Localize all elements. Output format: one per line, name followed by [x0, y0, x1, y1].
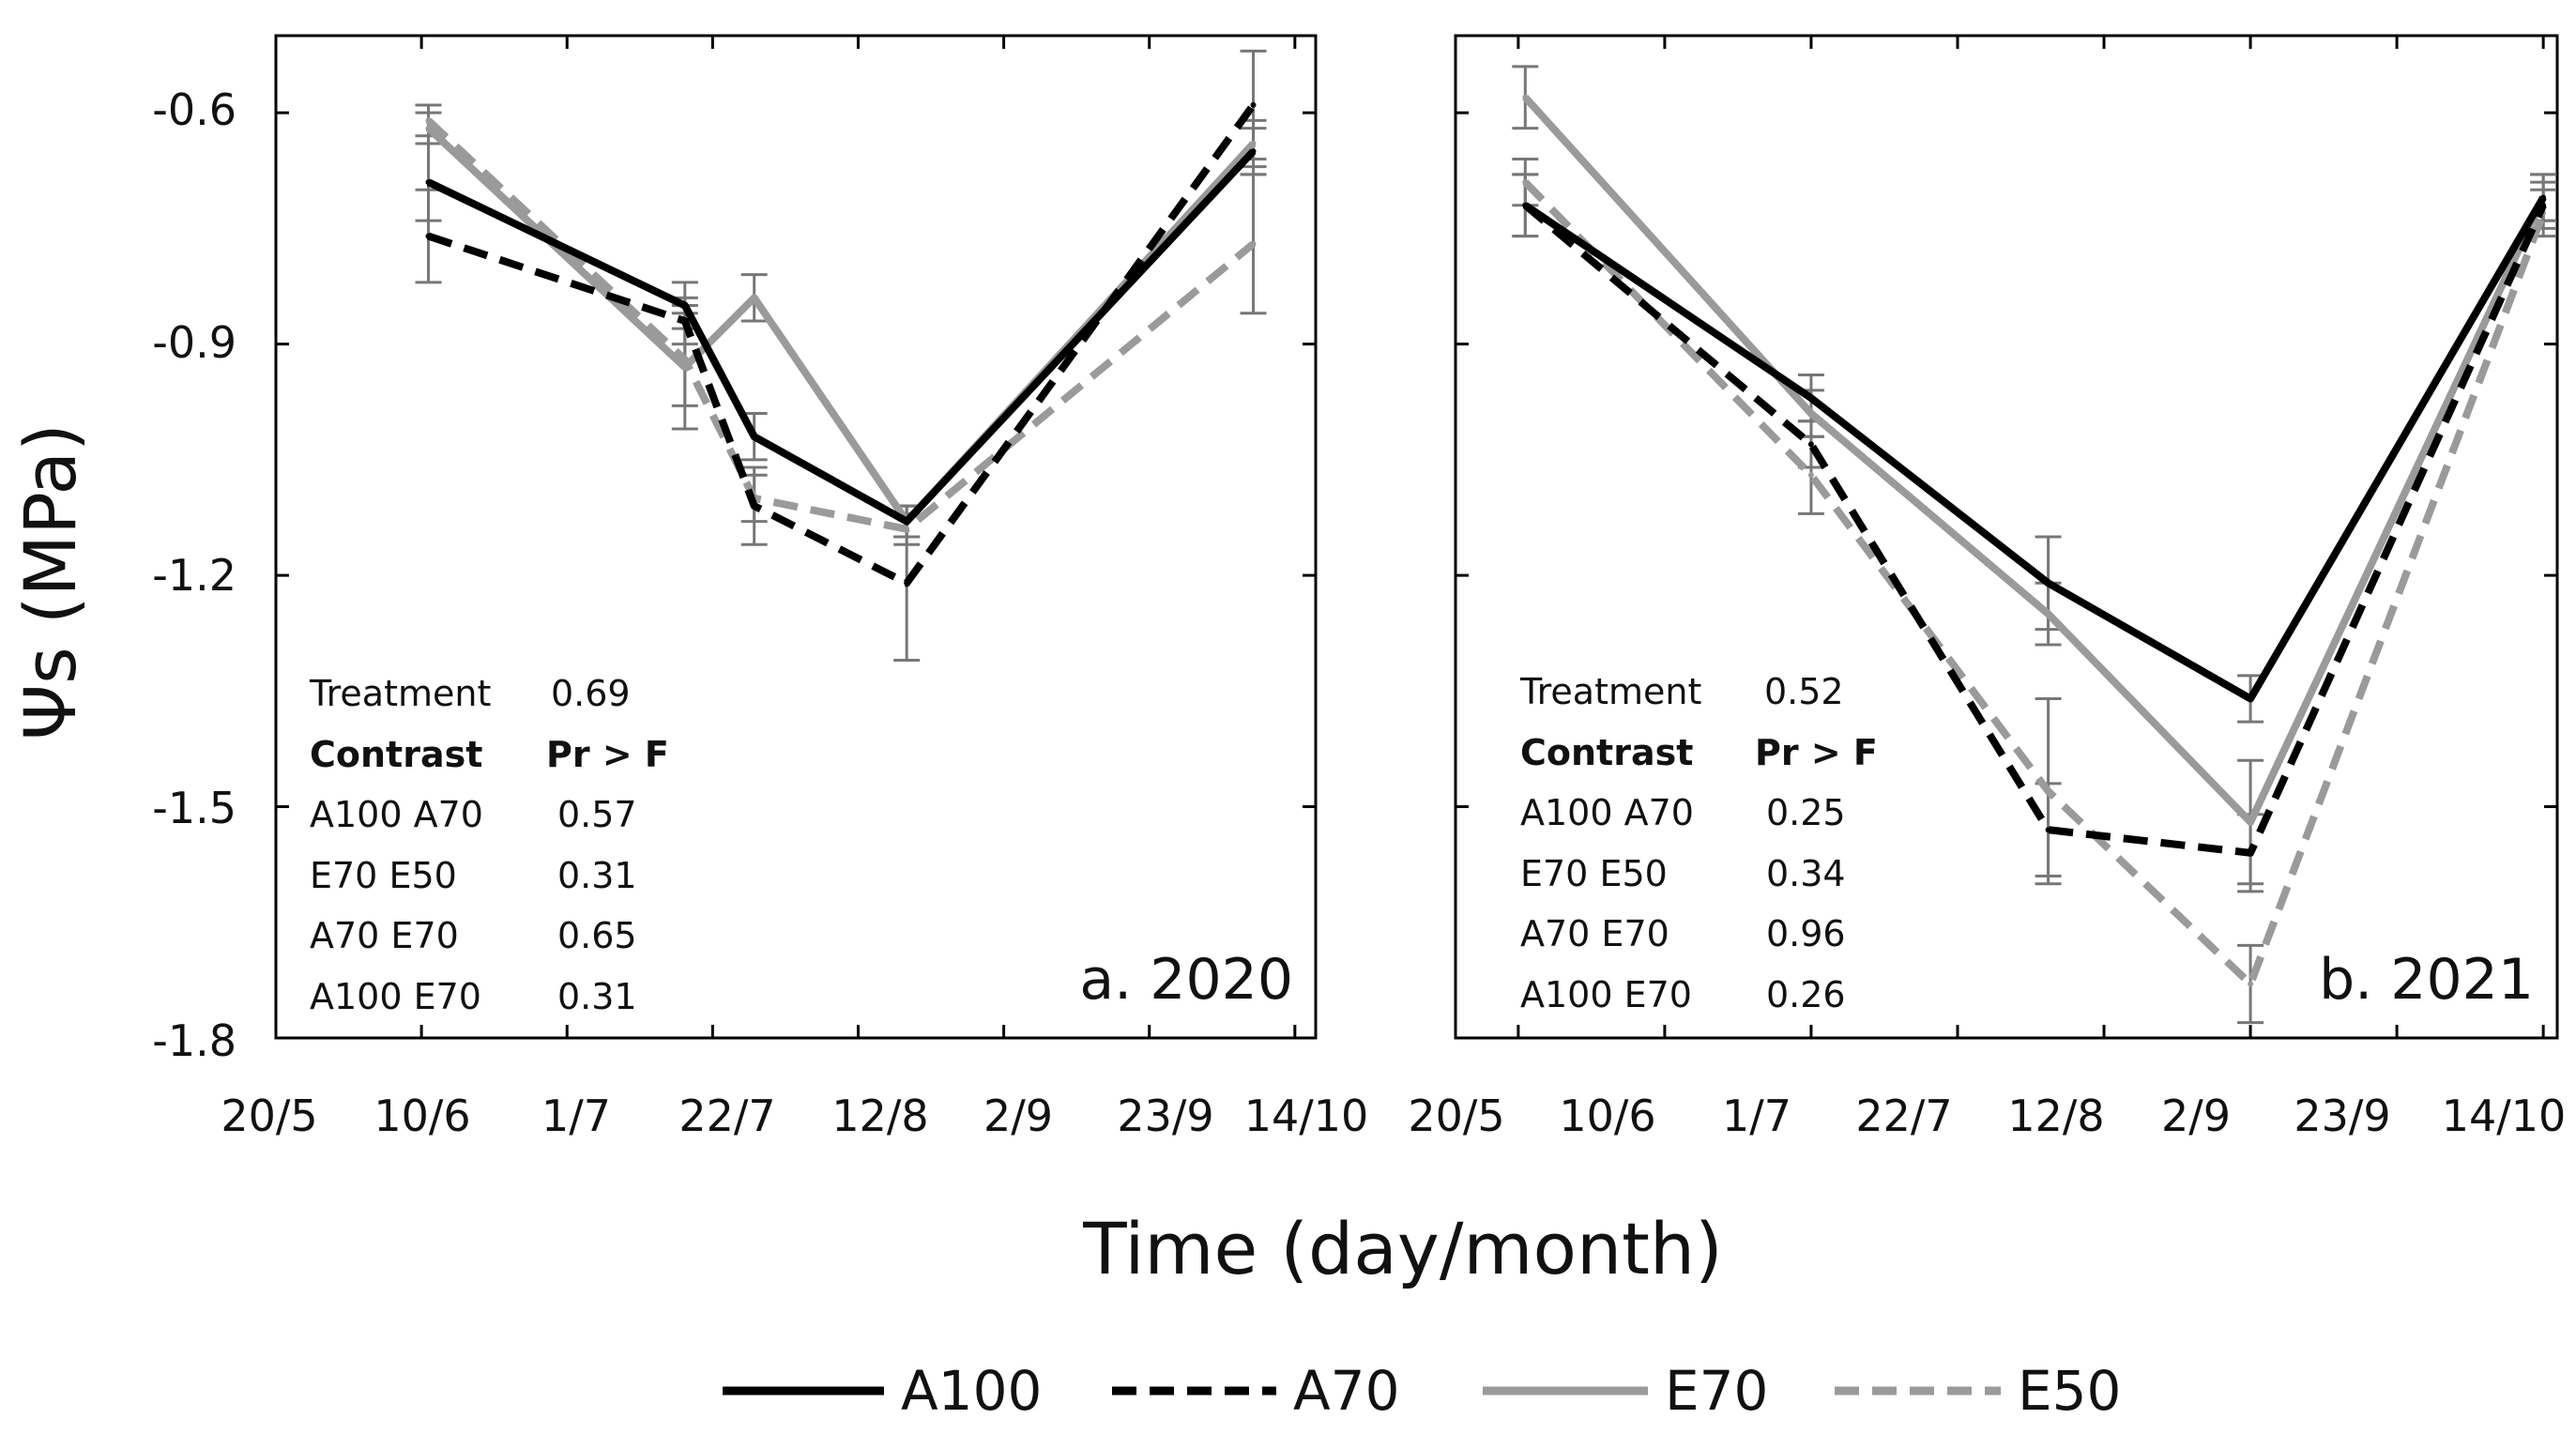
- data-point-a70: [904, 580, 910, 587]
- data-point-e50: [1250, 240, 1257, 247]
- series-line-a70: [1522, 202, 2547, 857]
- legend-label-e50: E50: [2018, 1359, 2121, 1423]
- data-point-e50: [1522, 179, 1529, 186]
- contrast-p: 0.34: [1766, 853, 1846, 894]
- panel-a-plot: [274, 36, 1316, 1040]
- data-point-e70: [2248, 819, 2254, 825]
- data-point-a70: [2248, 849, 2254, 856]
- contrast-name: A100 E70: [310, 976, 481, 1017]
- y-tick-label: -1.2: [152, 550, 236, 601]
- y-tick-label: -0.6: [152, 84, 236, 135]
- contrast-name: A100 A70: [1520, 792, 1694, 833]
- legend-label-a100: A100: [901, 1359, 1042, 1423]
- contrast-p: 0.57: [557, 794, 637, 835]
- treatment-label: Treatment: [309, 673, 491, 714]
- data-point-e50: [2248, 981, 2254, 987]
- x-tick-label: 20/5: [221, 1091, 317, 1141]
- y-tick-label: -1.8: [152, 1015, 236, 1066]
- panel-b-stats: Treatment 0.52 Contrast Pr > F A100 A70 …: [1519, 671, 1878, 1015]
- x-tick-label: 1/7: [541, 1091, 611, 1141]
- contrast-name: E70 E50: [1520, 853, 1668, 894]
- data-point-a70: [1250, 101, 1257, 108]
- x-tick-label: 12/8: [831, 1091, 928, 1141]
- panel-b-x-tick-labels: 20/5 10/6 1/7 22/7 12/8 2/9 23/9 14/10: [1408, 1091, 2566, 1141]
- legend-label-e70: E70: [1665, 1359, 1768, 1423]
- data-point-a100: [751, 434, 757, 440]
- data-point-a100: [1250, 148, 1257, 155]
- y-tick-labels: -0.6 -0.9 -1.2 -1.5 -1.8: [152, 84, 236, 1066]
- contrast-header: Contrast: [1520, 732, 1693, 773]
- data-point-a100: [2045, 580, 2051, 587]
- x-tick-label: 2/9: [2161, 1091, 2231, 1141]
- contrast-name: A100 E70: [1520, 974, 1692, 1015]
- x-tick-label: 23/9: [2294, 1091, 2390, 1141]
- panel-a-label: a. 2020: [1079, 947, 1293, 1013]
- x-tick-label: 14/10: [2442, 1091, 2567, 1141]
- x-tick-label: 20/5: [1408, 1091, 1504, 1141]
- treatment-label: Treatment: [1519, 671, 1701, 712]
- x-tick-label: 22/7: [1855, 1091, 1952, 1141]
- data-point-e70: [1522, 94, 1529, 100]
- contrast-name: E70 E50: [310, 855, 457, 896]
- panel-b-label: b. 2021: [2319, 947, 2534, 1013]
- data-point-a70: [2045, 827, 2051, 833]
- x-axis-title: Time (day/month): [1082, 1207, 1723, 1290]
- data-point-a100: [2248, 695, 2254, 702]
- data-point-a70: [1807, 441, 1814, 448]
- data-point-e50: [425, 117, 432, 124]
- x-tick-label: 22/7: [678, 1091, 775, 1141]
- contrast-p: 0.31: [557, 976, 637, 1017]
- data-point-e70: [1807, 410, 1814, 417]
- panel-a-stats: Treatment 0.69 Contrast Pr > F A100 A70 …: [309, 673, 669, 1017]
- panel-a-x-tick-labels: 20/5 10/6 1/7 22/7 12/8 2/9 23/9 14/10: [221, 1091, 1368, 1141]
- data-point-a70: [681, 318, 688, 324]
- x-tick-label: 2/9: [983, 1091, 1053, 1141]
- panel-b-frame: [1454, 34, 2559, 1040]
- data-point-a100: [1522, 202, 1529, 208]
- contrast-name: A70 E70: [1520, 913, 1669, 954]
- data-point-a70: [751, 503, 757, 510]
- data-point-a100: [2540, 194, 2547, 201]
- data-point-e70: [2045, 611, 2051, 618]
- data-point-e70: [425, 125, 432, 131]
- treatment-p-value: 0.69: [551, 673, 631, 714]
- x-tick-label: 12/8: [2007, 1091, 2104, 1141]
- contrast-name: A100 A70: [310, 794, 483, 835]
- legend: A100 A70 E70 E50: [723, 1359, 2121, 1423]
- data-point-e50: [2045, 788, 2051, 795]
- data-point-a100: [1807, 395, 1814, 402]
- x-tick-label: 23/9: [1117, 1091, 1213, 1141]
- panel-a-frame: [274, 34, 1318, 1040]
- contrast-p: 0.31: [557, 855, 637, 896]
- data-point-e70: [751, 295, 757, 301]
- panel-b-plot: [1456, 36, 2557, 1040]
- contrast-p: 0.26: [1766, 974, 1846, 1015]
- treatment-p-value: 0.52: [1764, 671, 1844, 712]
- x-tick-label: 10/6: [373, 1091, 470, 1141]
- x-tick-label: 14/10: [1244, 1091, 1369, 1141]
- data-point-a70: [425, 233, 432, 239]
- data-point-a100: [681, 302, 688, 309]
- p-header: Pr > F: [546, 734, 669, 775]
- data-point-a100: [904, 518, 910, 525]
- x-tick-label: 1/7: [1722, 1091, 1791, 1141]
- p-header: Pr > F: [1755, 732, 1878, 773]
- y-tick-label: -0.9: [152, 317, 236, 368]
- data-point-e50: [1807, 472, 1814, 479]
- data-point-a100: [425, 179, 432, 186]
- data-point-e70: [681, 364, 688, 371]
- legend-label-a70: A70: [1293, 1359, 1399, 1423]
- contrast-header: Contrast: [310, 734, 482, 775]
- y-tick-label: -1.5: [152, 783, 236, 833]
- y-axis-title: Ψs (MPa): [8, 423, 92, 740]
- data-point-e70: [1250, 141, 1257, 146]
- contrast-p: 0.65: [557, 915, 637, 956]
- contrast-p: 0.96: [1766, 913, 1846, 954]
- contrast-p: 0.25: [1766, 792, 1846, 833]
- x-tick-label: 10/6: [1559, 1091, 1655, 1141]
- data-point-e50: [904, 526, 910, 532]
- contrast-name: A70 E70: [310, 915, 459, 956]
